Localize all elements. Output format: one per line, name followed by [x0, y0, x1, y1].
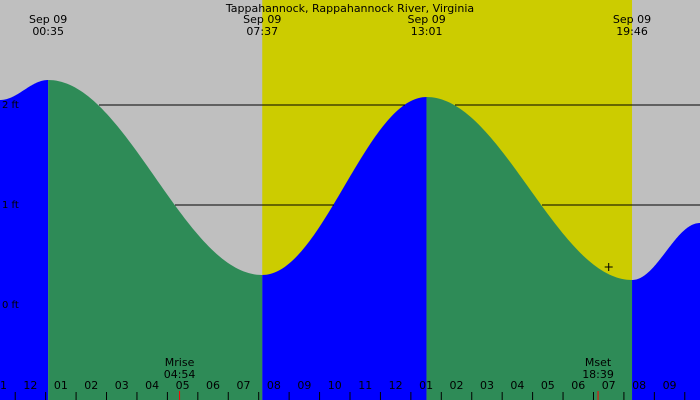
chart-title: Tappahannock, Rappahannock River, Virgin…: [225, 2, 474, 15]
hour-tick-label: 08: [267, 379, 281, 392]
tide-event-time: 00:35: [32, 25, 64, 38]
hour-tick-label: 04: [510, 379, 524, 392]
y-tick-label: 2 ft: [2, 100, 19, 111]
hour-tick-label: 11: [0, 379, 7, 392]
moon-event-label: Mset: [585, 356, 612, 369]
hour-tick-label: 02: [84, 379, 98, 392]
gridlines: [99, 104, 700, 206]
hour-tick-label: 12: [389, 379, 403, 392]
hour-tick-label: 07: [602, 379, 616, 392]
rising-tide-area: [262, 97, 427, 400]
tide-event-time: 13:01: [411, 25, 443, 38]
tide-event-date: Sep 09: [613, 13, 651, 26]
tide-event-date: Sep 09: [407, 13, 445, 26]
hour-tick-label: 01: [419, 379, 433, 392]
hour-tick-label: 10: [328, 379, 342, 392]
hour-tick-label: 06: [206, 379, 220, 392]
hour-tick-label: 04: [145, 379, 159, 392]
tide-event-time: 07:37: [246, 25, 278, 38]
falling-tide-area: [426, 97, 633, 400]
rising-tide-area: [632, 223, 700, 400]
hour-tick-label: 09: [663, 379, 677, 392]
hour-tick-label: 09: [297, 379, 311, 392]
hour-tick-label: 05: [176, 379, 190, 392]
tide-event-date: Sep 09: [243, 13, 281, 26]
hour-tick-label: 08: [632, 379, 646, 392]
tide-event-date: Sep 09: [29, 13, 67, 26]
y-tick-label: 0 ft: [2, 300, 19, 311]
y-axis-labels: 0 ft 1 ft 2 ft: [2, 100, 19, 311]
hour-tick-label: 02: [450, 379, 464, 392]
y-tick-label: 1 ft: [2, 200, 19, 211]
hour-tick-label: 12: [23, 379, 37, 392]
tide-event-time: 19:46: [616, 25, 648, 38]
hour-tick-label: 03: [115, 379, 129, 392]
hour-tick-label: 01: [54, 379, 68, 392]
hour-tick-label: 05: [541, 379, 555, 392]
moon-event-time: 18:39: [582, 368, 614, 381]
falling-tide-area: [48, 80, 263, 400]
current-marker: [604, 263, 613, 271]
moon-event-label: Mrise: [165, 356, 195, 369]
hour-axis: 11 12 01 02 03 04 05 06 07 08 09 10 11 12 01 02 03 04 05 06…: [0, 379, 686, 400]
tide-areas: [0, 80, 700, 400]
hour-tick-label: 03: [480, 379, 494, 392]
rising-tide-area: [0, 80, 49, 400]
hour-tick-label: 06: [571, 379, 585, 392]
moon-event-time: 04:54: [164, 368, 196, 381]
hour-tick-label: 11: [358, 379, 372, 392]
hour-tick-label: 07: [236, 379, 250, 392]
